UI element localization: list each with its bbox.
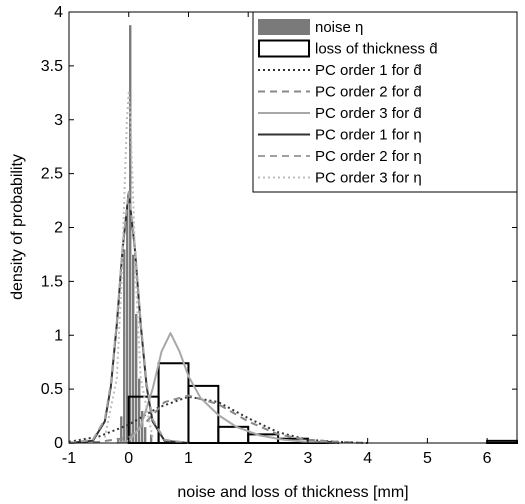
y-tick-label: 3 bbox=[54, 112, 63, 129]
noise-bar bbox=[143, 426, 147, 444]
legend-label: PC order 1 for η bbox=[315, 127, 422, 144]
y-tick-label: 3.5 bbox=[41, 58, 63, 75]
x-tick-label: 2 bbox=[244, 450, 253, 467]
x-tick-label: 0 bbox=[124, 450, 133, 467]
series-line-6 bbox=[103, 91, 154, 438]
y-tick-label: 4 bbox=[54, 4, 63, 21]
curves-layer bbox=[68, 91, 368, 444]
series-line-5 bbox=[68, 190, 189, 444]
legend-label: PC order 1 for d̂ bbox=[315, 62, 422, 79]
y-tick-label: 0 bbox=[54, 435, 63, 452]
x-tick-label: 3 bbox=[303, 450, 312, 467]
noise-bar bbox=[134, 313, 138, 444]
legend-label: PC order 3 for d̂ bbox=[315, 105, 422, 122]
y-axis-label: density of probability bbox=[9, 154, 26, 300]
legend-swatch bbox=[258, 19, 310, 35]
legend-label: PC order 2 for d̂ bbox=[315, 84, 422, 101]
legend-label: noise η bbox=[315, 19, 363, 36]
legend: noise η loss of thickness d̂ PC order 1 fo… bbox=[252, 11, 518, 193]
noise-bar bbox=[137, 378, 141, 444]
x-tick-label: 6 bbox=[483, 450, 492, 467]
y-tick-label: 0.5 bbox=[41, 381, 63, 398]
x-tick-label: 4 bbox=[363, 450, 372, 467]
x-axis: -1 0 1 2 3 4 5 6 bbox=[62, 12, 492, 467]
legend-label: PC order 3 for η bbox=[315, 170, 422, 187]
series-line-1 bbox=[68, 395, 368, 444]
y-tick-label: 2 bbox=[54, 220, 63, 237]
y-axis: 0 0.5 1 1.5 2 2.5 3 3.5 4 bbox=[41, 4, 517, 452]
noise-bar bbox=[122, 248, 127, 444]
x-tick-label: 1 bbox=[184, 450, 193, 467]
legend-label: PC order 2 for η bbox=[315, 148, 422, 165]
y-tick-label: 2.5 bbox=[41, 166, 63, 183]
x-tick-label: -1 bbox=[62, 450, 76, 467]
legend-label: loss of thickness d̂ bbox=[315, 41, 438, 58]
y-tick-label: 1.5 bbox=[41, 273, 63, 290]
x-axis-label: noise and loss of thickness [mm] bbox=[177, 484, 408, 501]
legend-swatch bbox=[258, 39, 310, 58]
legend-box bbox=[252, 11, 518, 193]
series-line-3 bbox=[116, 332, 338, 444]
noise-bar bbox=[128, 24, 133, 444]
y-tick-label: 1 bbox=[54, 327, 63, 344]
x-tick-label: 5 bbox=[423, 450, 432, 467]
noise-bar bbox=[131, 254, 136, 444]
